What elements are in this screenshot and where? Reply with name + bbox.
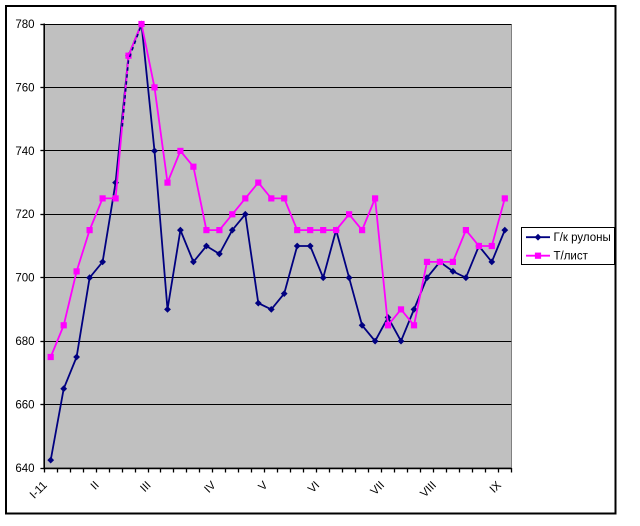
svg-text:700: 700: [15, 273, 34, 285]
svg-text:760: 760: [15, 82, 34, 94]
svg-text:Г/к рулоны: Г/к рулоны: [554, 232, 611, 244]
svg-text:720: 720: [15, 209, 34, 221]
svg-text:780: 780: [15, 19, 34, 31]
svg-text:Т/лист: Т/лист: [554, 251, 589, 263]
svg-text:660: 660: [15, 400, 34, 412]
svg-text:740: 740: [15, 146, 34, 158]
svg-text:680: 680: [15, 336, 34, 348]
svg-text:640: 640: [15, 463, 34, 475]
